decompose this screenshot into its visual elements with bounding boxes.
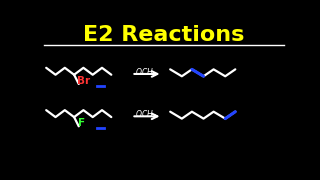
Text: $OCH_3$: $OCH_3$: [135, 108, 157, 121]
Text: E2 Reactions: E2 Reactions: [83, 25, 245, 45]
Text: F: F: [78, 118, 85, 128]
Text: Br: Br: [77, 75, 90, 86]
Text: $OCH_3$: $OCH_3$: [135, 66, 157, 79]
